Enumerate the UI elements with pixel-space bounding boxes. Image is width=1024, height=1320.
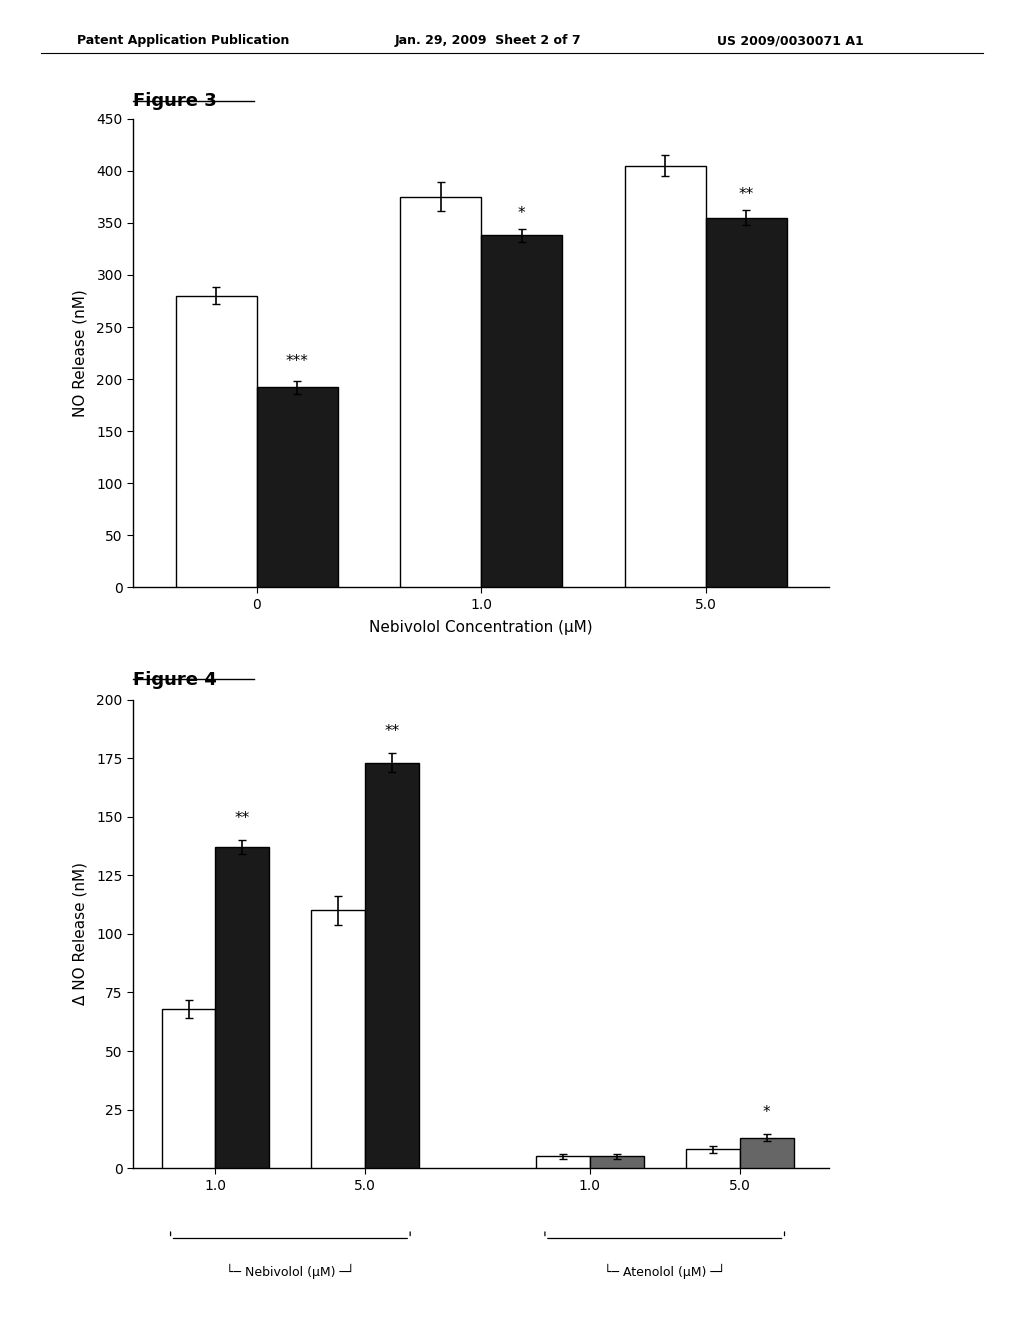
Y-axis label: Δ NO Release (nM): Δ NO Release (nM) [73,862,88,1006]
Bar [625,165,706,587]
Text: └─ Nebivolol (μM) ─┘: └─ Nebivolol (μM) ─┘ [226,1265,354,1279]
Text: *: * [763,1105,770,1121]
Text: Patent Application Publication: Patent Application Publication [77,34,289,48]
Text: **: ** [385,725,399,739]
Text: Figure 4: Figure 4 [133,671,217,689]
Bar [215,847,269,1168]
Bar [257,388,338,587]
Bar [686,1150,739,1168]
Bar [311,911,366,1168]
Bar [162,1008,215,1168]
Bar [366,763,419,1168]
Text: └─ Atenolol (μM) ─┘: └─ Atenolol (μM) ─┘ [604,1265,725,1279]
Text: ***: *** [286,354,308,368]
Y-axis label: NO Release (nM): NO Release (nM) [73,289,88,417]
Text: **: ** [738,187,754,202]
Bar [400,197,481,587]
Text: **: ** [234,810,250,826]
Bar [706,218,786,587]
Bar [481,235,562,587]
Bar [536,1156,590,1168]
Text: US 2009/0030071 A1: US 2009/0030071 A1 [717,34,863,48]
X-axis label: Nebivolol Concentration (μM): Nebivolol Concentration (μM) [370,620,593,635]
Text: *: * [518,206,525,220]
Bar [176,296,257,587]
Bar [739,1138,794,1168]
Text: Jan. 29, 2009  Sheet 2 of 7: Jan. 29, 2009 Sheet 2 of 7 [394,34,581,48]
Text: Figure 3: Figure 3 [133,92,217,111]
Bar [590,1156,644,1168]
